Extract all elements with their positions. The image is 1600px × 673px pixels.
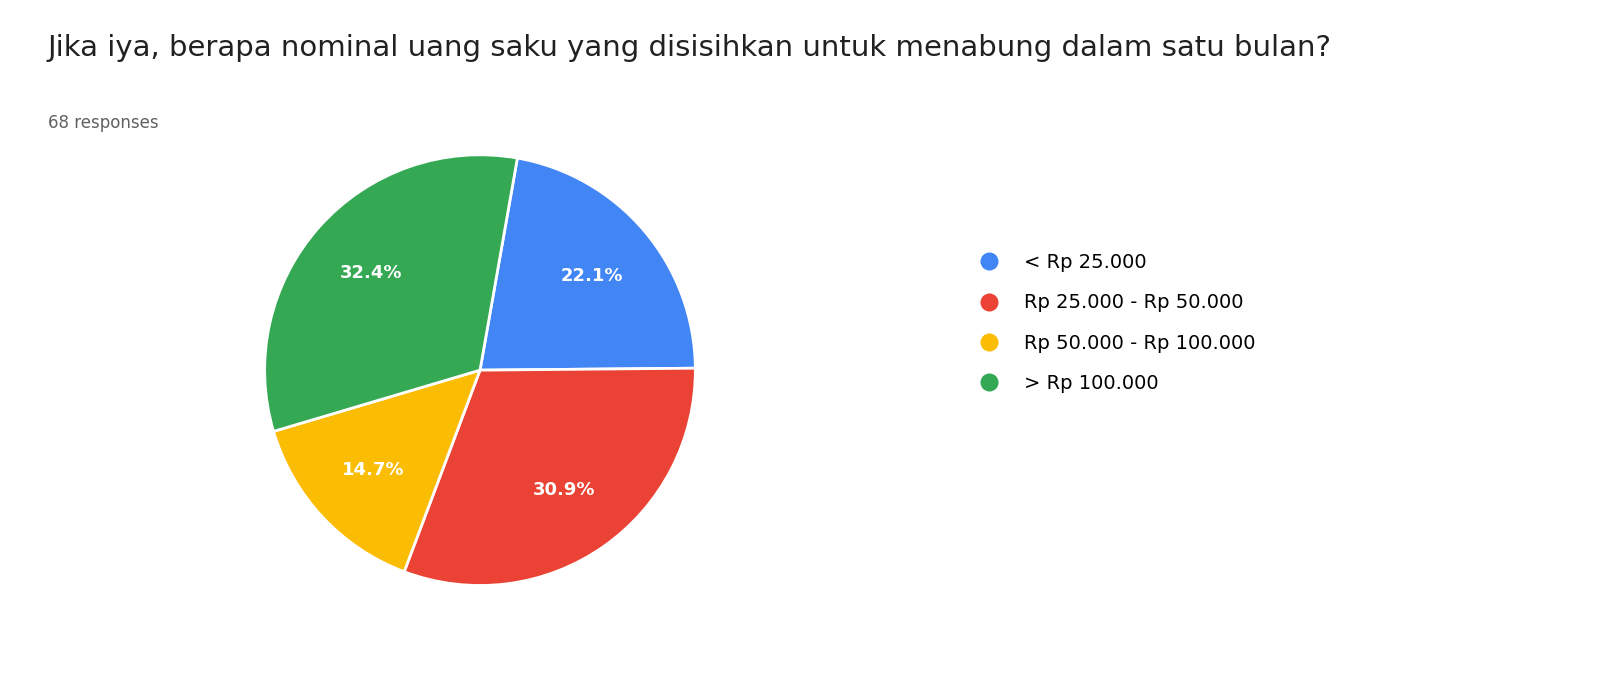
Wedge shape [274,370,480,572]
Text: Jika iya, berapa nominal uang saku yang disisihkan untuk menabung dalam satu bul: Jika iya, berapa nominal uang saku yang … [48,34,1331,62]
Text: 22.1%: 22.1% [560,267,622,285]
Text: 30.9%: 30.9% [533,481,595,499]
Text: 14.7%: 14.7% [341,461,405,479]
Wedge shape [405,368,696,586]
Legend: < Rp 25.000, Rp 25.000 - Rp 50.000, Rp 50.000 - Rp 100.000, > Rp 100.000: < Rp 25.000, Rp 25.000 - Rp 50.000, Rp 5… [970,253,1256,393]
Wedge shape [264,155,517,431]
Wedge shape [480,158,696,370]
Text: 68 responses: 68 responses [48,114,158,133]
Text: 32.4%: 32.4% [339,264,402,282]
